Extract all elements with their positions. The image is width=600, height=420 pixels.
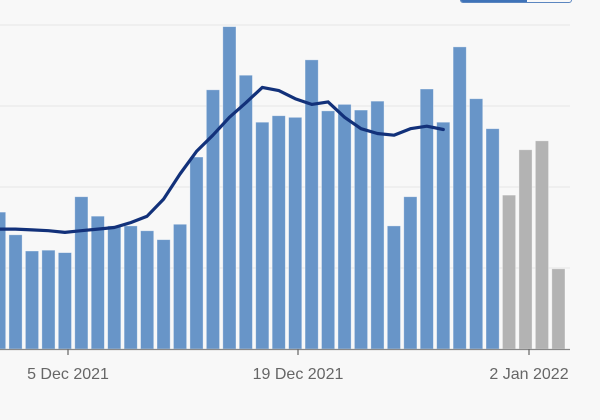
view-toggle-active[interactable] bbox=[461, 0, 527, 2]
x-tick-label: 19 Dec 2021 bbox=[252, 366, 344, 383]
bar[interactable] bbox=[24, 250, 39, 350]
bar[interactable] bbox=[41, 249, 56, 350]
bar[interactable] bbox=[140, 230, 155, 350]
bar[interactable] bbox=[90, 215, 105, 350]
bar[interactable] bbox=[238, 74, 253, 350]
bar[interactable] bbox=[551, 268, 566, 350]
bar[interactable] bbox=[518, 149, 533, 350]
bar[interactable] bbox=[57, 252, 72, 350]
bar[interactable] bbox=[255, 121, 270, 350]
bar[interactable] bbox=[370, 100, 385, 350]
x-tick-label: 5 Dec 2021 bbox=[27, 366, 109, 383]
bar[interactable] bbox=[8, 234, 23, 350]
bars bbox=[0, 26, 566, 350]
x-axis bbox=[0, 348, 570, 355]
bar[interactable] bbox=[107, 225, 122, 350]
bar[interactable] bbox=[386, 225, 401, 350]
bar[interactable] bbox=[469, 98, 484, 350]
bar[interactable] bbox=[288, 116, 303, 350]
bar[interactable] bbox=[353, 109, 368, 350]
bar[interactable] bbox=[123, 225, 138, 350]
bar[interactable] bbox=[452, 46, 467, 350]
bar[interactable] bbox=[403, 196, 418, 350]
bar[interactable] bbox=[189, 156, 204, 350]
bar[interactable] bbox=[337, 103, 352, 350]
average-line bbox=[0, 85, 445, 234]
bar[interactable] bbox=[321, 110, 336, 350]
view-toggle[interactable] bbox=[460, 0, 572, 3]
bar[interactable] bbox=[74, 196, 89, 350]
bar[interactable] bbox=[271, 115, 286, 350]
bar[interactable] bbox=[436, 121, 451, 350]
bar[interactable] bbox=[502, 194, 517, 350]
bar[interactable] bbox=[0, 211, 7, 350]
moving-average-line bbox=[0, 85, 445, 234]
bar[interactable] bbox=[534, 140, 549, 350]
bar[interactable] bbox=[485, 128, 500, 350]
bar[interactable] bbox=[173, 223, 188, 350]
bar[interactable] bbox=[156, 239, 171, 350]
bar[interactable] bbox=[222, 26, 237, 350]
x-tick-label: 2 Jan 2022 bbox=[489, 366, 569, 383]
